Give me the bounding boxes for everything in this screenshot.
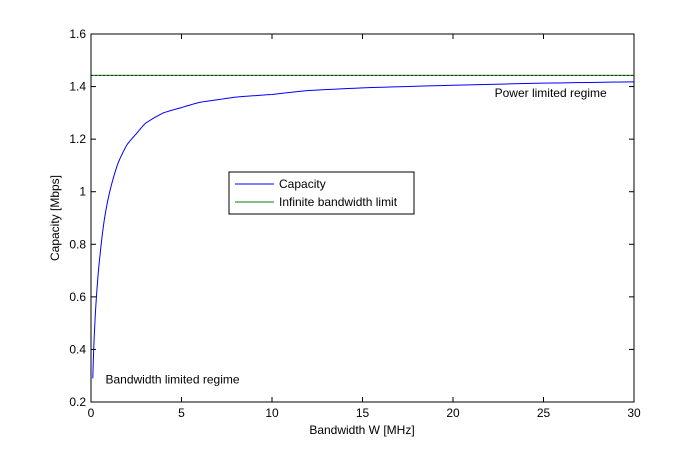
ticks-layer: 0 5 10 15 20 25 30 0.2 0.4 0.6 0.8 1 1.2 1.4 1.6	[69, 27, 641, 420]
x-tick-label: 15	[356, 406, 370, 420]
legend-label-capacity: Capacity	[279, 177, 326, 191]
y-tick-label: 0.8	[69, 237, 86, 251]
y-tick-label: 0.4	[69, 342, 86, 356]
legend-box	[228, 171, 415, 215]
x-tick-label: 20	[446, 406, 460, 420]
series-line-capacity	[92, 81, 635, 379]
y-tick-label: 1.6	[69, 27, 86, 41]
annotation-bandwidth-limited: Bandwidth limited regime	[105, 373, 239, 387]
x-tick-label: 10	[265, 406, 279, 420]
y-axis-label: Capacity [Mbps]	[48, 175, 62, 261]
x-tick-label: 30	[627, 406, 641, 420]
x-axis-label: Bandwidth W [MHz]	[309, 423, 414, 437]
x-tick-label: 25	[537, 406, 551, 420]
plot-area	[91, 34, 634, 402]
y-tick-label: 0.6	[69, 290, 86, 304]
legend: Capacity Infinite bandwidth limit	[228, 171, 415, 215]
y-tick-label: 1.4	[69, 80, 86, 94]
plot-frame	[90, 33, 635, 403]
legend-label-infinite-bandwidth-limit: Infinite bandwidth limit	[279, 195, 398, 209]
series-layer	[91, 74, 635, 379]
y-tick-label: 0.2	[69, 395, 86, 409]
x-tick-label: 0	[88, 406, 95, 420]
y-tick-label: 1	[79, 185, 86, 199]
x-tick-label: 5	[178, 406, 185, 420]
y-tick-label: 1.2	[69, 132, 86, 146]
annotation-power-limited: Power limited regime	[495, 86, 607, 100]
